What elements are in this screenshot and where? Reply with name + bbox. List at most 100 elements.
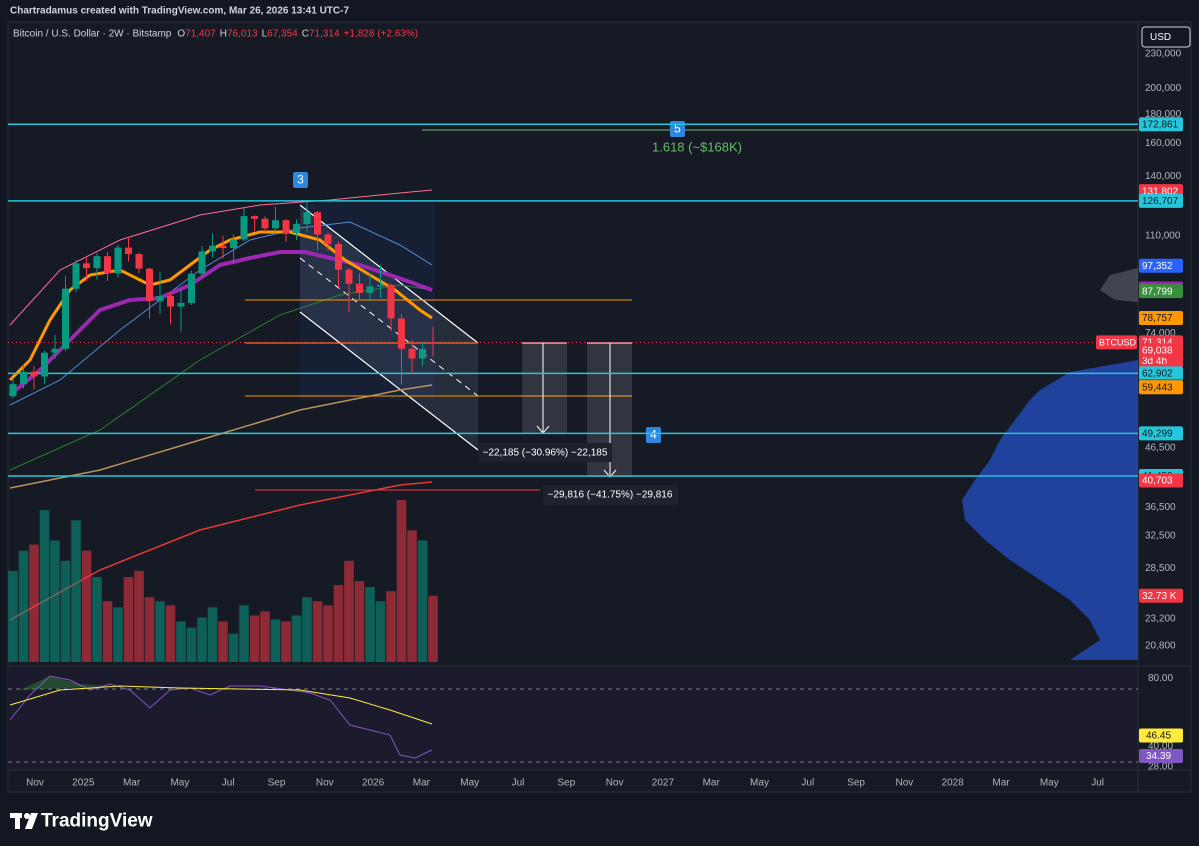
symbol-tag-label: BTCUSD [1099,337,1137,347]
volume-bar [186,627,197,662]
symbol-tag [1096,335,1137,350]
rsi-line [9,675,433,759]
candle-body [93,256,101,269]
x-tick-label: 2028 [942,778,965,789]
volume-tag [1139,588,1183,603]
rsi-pane [8,668,1138,770]
wave-badge [293,172,308,188]
candle-body [251,216,258,219]
candle-body [83,263,90,269]
x-tick-label: Nov [316,778,334,789]
wave-badge [646,427,661,443]
rsi-tag-label: 46.45 [1146,731,1171,742]
volume-bar [18,550,29,662]
ohlc-key: C [302,29,309,40]
candle-body [177,302,185,307]
price-tag [1139,258,1183,273]
x-tick-label: Nov [896,778,914,789]
measure-label-box [543,485,678,505]
wave-label: 4 [650,428,657,442]
x-tick-label: Mar [992,778,1010,789]
fib-label: 1.618 (~$168K) [652,139,742,154]
chart-title: Bitcoin / U.S. Dollar · 2W · Bitstamp [13,29,172,40]
y-tick-label: 230,000 [1145,49,1182,60]
price-tag-label: 78,757 [1142,313,1173,324]
rsi-tick-label: 28.00 [1148,762,1173,773]
x-tick-label: 2026 [362,778,385,789]
volume-bar [270,619,281,662]
currency-label[interactable]: USD [1150,32,1171,43]
candle-body [303,212,311,225]
volume-bar [365,587,375,662]
y-tick-label: 46,500 [1145,442,1176,453]
candle-body [125,247,132,255]
y-tick-label: 74,000 [1145,328,1176,339]
candle-body [366,286,374,293]
candle-body [188,273,195,303]
candle-body [408,348,416,359]
price-tag-label: 87,799 [1142,286,1173,297]
volume-bar [228,633,239,662]
candle-body [272,220,279,229]
candle-body [72,263,80,289]
rsi-tick-label: 80.00 [1148,673,1173,684]
logo-part [24,813,30,819]
x-tick-label: Nov [26,778,44,789]
rsi-tag [1139,728,1183,743]
y-tick-label: 110,000 [1145,230,1181,241]
ohlc-key: H [220,29,227,40]
candle-body [356,283,363,293]
volume-bar [71,520,81,662]
logo-part [15,813,20,829]
price-tag [1139,343,1183,358]
logo-part [25,813,38,829]
volume-bar [239,605,249,662]
volume-bar [344,560,354,662]
volume-bar [407,530,417,662]
candle-body [198,251,206,274]
candle-body [51,348,59,353]
price-tag [1139,380,1183,395]
x-tick-label: Sep [847,778,865,789]
volume-bar [113,607,123,662]
volume-bar [29,544,39,662]
price-tag [1139,426,1183,441]
candle-body [324,234,332,245]
y-tick-label: 32,500 [1145,531,1176,542]
x-tick-label: Jul [222,778,235,789]
candle-body [240,216,248,240]
ohlc-value: 71,314 [309,29,340,40]
x-tick-label: May [460,778,479,789]
x-tick-label: May [170,778,189,789]
candle-body [387,284,395,319]
y-tick-label: 36,500 [1145,502,1176,513]
volume-bar [81,550,92,662]
volume-bar [396,500,407,662]
candle-body [398,318,405,349]
price-tag-label: 49,299 [1142,428,1173,439]
candle-body [293,224,300,233]
y-tick-label: 160,000 [1145,138,1182,149]
volume-bar [207,607,218,662]
rsi-tag [1139,749,1183,764]
price-tag-label: 3d 4h [1142,356,1167,367]
price-tag [1139,473,1183,488]
candle-body [314,212,321,235]
candle-body [62,288,69,349]
volume-bar [102,601,113,662]
change: +1,828 (+2.63%) [344,29,419,40]
price-tag [1139,310,1183,325]
bollinger-upper [9,189,433,326]
volume-bar [386,591,396,662]
volume-bar [249,615,260,662]
x-tick-label: Sep [557,778,575,789]
price-tag-label: 172,861 [1142,119,1179,130]
currency-button[interactable] [1141,26,1191,48]
price-tag [1139,284,1183,299]
rsi-tick-label: 40.00 [1148,741,1173,752]
volume-bar [144,597,155,662]
price-tag-label: 40,703 [1142,476,1173,487]
x-tick-label: 2025 [72,778,95,789]
